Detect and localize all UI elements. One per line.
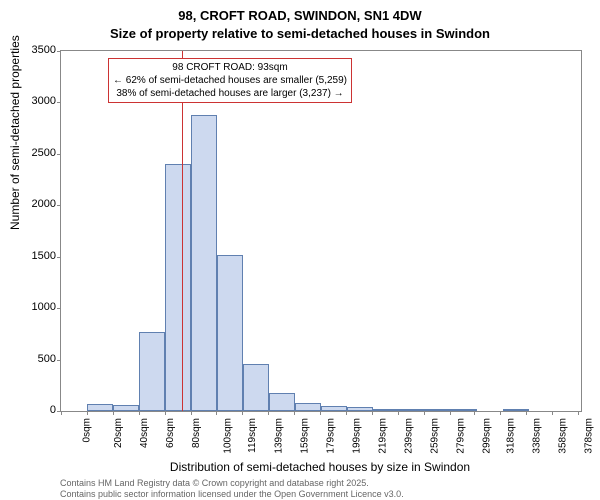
y-tick xyxy=(57,360,61,361)
x-axis-label: Distribution of semi-detached houses by … xyxy=(60,460,580,474)
y-tick-label: 2500 xyxy=(32,147,56,159)
histogram-bar xyxy=(347,407,373,411)
histogram-bar xyxy=(451,409,477,411)
x-tick xyxy=(346,411,347,415)
annotation-line2: ← 62% of semi-detached houses are smalle… xyxy=(113,74,347,87)
x-tick-label: 259sqm xyxy=(429,418,440,454)
y-tick xyxy=(57,205,61,206)
y-tick-label: 1500 xyxy=(32,250,56,262)
histogram-bar xyxy=(269,393,295,412)
annotation-line3: 38% of semi-detached houses are larger (… xyxy=(113,87,347,100)
x-tick xyxy=(268,411,269,415)
x-tick-label: 40sqm xyxy=(139,418,150,448)
y-tick-label: 500 xyxy=(38,353,56,365)
x-tick-label: 199sqm xyxy=(351,418,362,454)
x-tick-label: 80sqm xyxy=(191,418,202,448)
x-tick xyxy=(113,411,114,415)
x-tick xyxy=(552,411,553,415)
y-tick xyxy=(57,257,61,258)
x-tick xyxy=(87,411,88,415)
x-tick xyxy=(139,411,140,415)
histogram-bar xyxy=(191,115,217,411)
x-tick xyxy=(216,411,217,415)
x-tick-label: 299sqm xyxy=(481,418,492,454)
y-tick-label: 0 xyxy=(50,404,56,416)
property-annotation: 98 CROFT ROAD: 93sqm ← 62% of semi-detac… xyxy=(108,58,352,103)
histogram-bar xyxy=(165,164,191,411)
histogram-bar xyxy=(139,332,165,411)
x-tick xyxy=(424,411,425,415)
histogram-bar xyxy=(87,404,113,411)
histogram-bar xyxy=(503,409,529,411)
y-tick xyxy=(57,102,61,103)
y-tick xyxy=(57,51,61,52)
chart-title-sub: Size of property relative to semi-detach… xyxy=(0,26,600,41)
y-tick-label: 3000 xyxy=(32,95,56,107)
x-tick-label: 179sqm xyxy=(325,418,336,454)
x-tick-label: 119sqm xyxy=(247,418,258,453)
y-tick-label: 2000 xyxy=(32,198,56,210)
histogram-bar xyxy=(425,409,451,411)
x-tick xyxy=(61,411,62,415)
x-tick-label: 239sqm xyxy=(403,418,414,454)
x-tick xyxy=(578,411,579,415)
x-tick xyxy=(398,411,399,415)
x-tick-label: 100sqm xyxy=(223,418,234,454)
x-tick xyxy=(165,411,166,415)
x-tick-label: 358sqm xyxy=(558,418,569,454)
y-axis-label: Number of semi-detached properties xyxy=(8,35,22,230)
y-tick xyxy=(57,308,61,309)
histogram-bar xyxy=(399,409,425,411)
x-tick xyxy=(320,411,321,415)
x-tick-label: 318sqm xyxy=(506,418,517,454)
histogram-bar xyxy=(321,406,347,411)
histogram-bar xyxy=(295,403,321,411)
y-tick-label: 1000 xyxy=(32,301,56,313)
attribution-line2: Contains public sector information licen… xyxy=(60,489,404,500)
x-tick-label: 219sqm xyxy=(377,418,388,454)
x-tick xyxy=(474,411,475,415)
x-tick-label: 60sqm xyxy=(165,418,176,448)
y-tick-label: 3500 xyxy=(32,44,56,56)
x-tick xyxy=(294,411,295,415)
x-tick-label: 20sqm xyxy=(113,418,124,448)
x-tick xyxy=(372,411,373,415)
x-tick-label: 279sqm xyxy=(455,418,466,454)
x-tick-label: 378sqm xyxy=(584,418,595,454)
x-tick xyxy=(526,411,527,415)
x-tick-label: 338sqm xyxy=(532,418,543,454)
x-tick xyxy=(500,411,501,415)
histogram-bar xyxy=(243,364,269,411)
annotation-line1: 98 CROFT ROAD: 93sqm xyxy=(113,61,347,74)
x-tick xyxy=(191,411,192,415)
x-tick xyxy=(242,411,243,415)
histogram-bar xyxy=(113,405,139,411)
x-tick-label: 0sqm xyxy=(81,418,92,442)
x-tick xyxy=(450,411,451,415)
x-tick-label: 159sqm xyxy=(299,418,310,454)
property-marker-line xyxy=(182,51,183,411)
x-tick-label: 139sqm xyxy=(273,418,284,454)
y-tick xyxy=(57,154,61,155)
attribution-text: Contains HM Land Registry data © Crown c… xyxy=(60,478,404,500)
histogram-bar xyxy=(373,409,399,411)
histogram-bar xyxy=(217,255,243,411)
chart-title-main: 98, CROFT ROAD, SWINDON, SN1 4DW xyxy=(0,8,600,23)
plot-area xyxy=(60,50,582,412)
attribution-line1: Contains HM Land Registry data © Crown c… xyxy=(60,478,404,489)
